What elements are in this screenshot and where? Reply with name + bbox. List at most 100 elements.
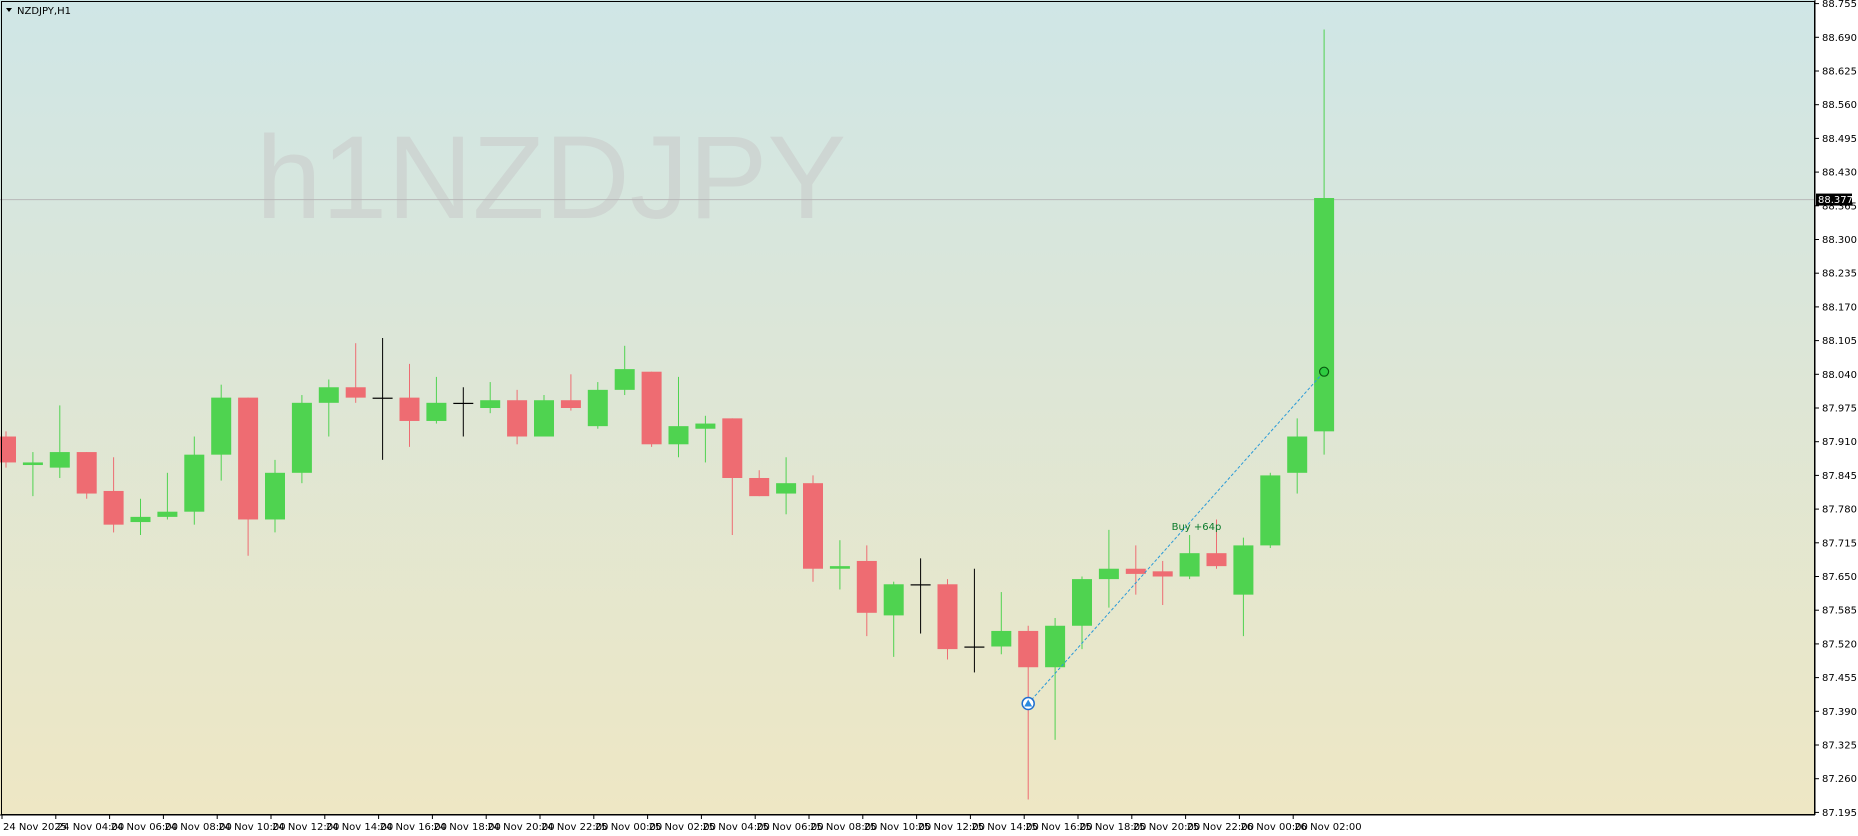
candle-body <box>803 483 823 569</box>
current-price-badge <box>1816 193 1852 206</box>
candle-body <box>856 560 877 613</box>
candle <box>722 418 743 536</box>
candle <box>372 338 393 460</box>
candle <box>587 382 608 429</box>
candle <box>991 592 1012 655</box>
candle <box>1287 418 1308 494</box>
candle <box>641 371 662 447</box>
price-tick-label: 88.690 <box>1822 33 1857 44</box>
candle-body <box>964 646 985 648</box>
candle <box>211 384 232 481</box>
candle-body <box>1098 568 1119 580</box>
candle-body <box>560 400 581 408</box>
candle <box>76 452 97 499</box>
price-tick-label: 88.300 <box>1822 235 1857 246</box>
candle <box>0 431 16 468</box>
candle-body <box>49 452 70 468</box>
candle <box>883 581 904 657</box>
price-tick-label: 87.845 <box>1822 471 1857 482</box>
candle-body <box>587 389 608 427</box>
candle-body <box>641 371 662 445</box>
candle-body <box>22 462 43 466</box>
candle <box>453 387 474 437</box>
chart-title-label: NZDJPY,H1 <box>17 6 71 17</box>
price-tick-label: 87.325 <box>1822 741 1857 752</box>
candle-body <box>453 402 474 405</box>
candle-body <box>291 402 312 473</box>
price-tick-label: 87.910 <box>1822 437 1857 448</box>
candle-body <box>991 630 1012 647</box>
candle-body <box>829 566 850 569</box>
candle <box>1206 519 1227 569</box>
price-tick-label: 87.260 <box>1822 774 1857 785</box>
price-tick-label: 88.755 <box>1822 0 1857 10</box>
candle <box>318 379 339 437</box>
candle-body <box>507 400 528 437</box>
trade-signal: Buy +64p <box>1021 366 1330 711</box>
candle-body <box>1233 545 1254 595</box>
candle <box>265 459 285 533</box>
candle-body <box>614 369 635 390</box>
candle-body <box>534 400 554 437</box>
candle <box>345 343 366 403</box>
candle <box>534 395 554 437</box>
exit-marker-icon <box>1318 366 1330 377</box>
buy-arrow-glyph <box>1024 699 1033 707</box>
price-tick-label: 87.650 <box>1822 572 1857 583</box>
candle-body <box>238 397 259 520</box>
candle-body <box>1260 475 1281 546</box>
candle-body <box>1206 553 1227 567</box>
signal-label: Buy +64p <box>1172 522 1222 533</box>
time-tick-label: 24 Nov 20:00 <box>487 822 554 833</box>
time-tick-label: 25 Nov 10:00 <box>864 822 931 833</box>
time-tick-label: 25 Nov 04:00 <box>702 822 769 833</box>
candle-body <box>749 477 770 497</box>
time-tick-label: 24 Nov 10:00 <box>218 822 285 833</box>
candle <box>1260 472 1281 548</box>
candle <box>291 395 312 484</box>
price-tick-label: 87.195 <box>1822 808 1857 819</box>
time-tick-label: 24 Nov 04:00 <box>57 822 124 833</box>
candle <box>103 457 124 533</box>
candle <box>910 558 931 634</box>
candle <box>238 397 259 556</box>
candle-body <box>211 397 232 455</box>
candle-body <box>695 423 716 429</box>
candle <box>1125 545 1146 595</box>
candle-body <box>1179 553 1200 577</box>
time-tick-label: 24 Nov 18:00 <box>433 822 500 833</box>
candle-body <box>668 426 689 445</box>
time-tick-label: 25 Nov 16:00 <box>1025 822 1092 833</box>
price-tick-label: 88.495 <box>1822 134 1857 145</box>
candle-body <box>157 511 178 517</box>
candle-body <box>1018 630 1039 668</box>
candle <box>749 470 770 497</box>
candle-body <box>399 397 420 421</box>
dropdown-triangle-icon[interactable] <box>6 8 12 12</box>
price-tick-label: 87.520 <box>1822 639 1857 650</box>
candle <box>1233 537 1254 637</box>
candle <box>157 472 178 520</box>
current-price-label: 88.377 <box>1818 195 1853 206</box>
candle-body <box>372 397 393 399</box>
candle-body <box>130 516 151 523</box>
candle <box>668 376 689 458</box>
candle-body <box>1072 579 1092 626</box>
candle-body <box>480 400 501 408</box>
candle <box>480 382 501 414</box>
candle-body <box>103 490 124 525</box>
time-tick-label: 24 Nov 12:00 <box>272 822 339 833</box>
time-tick-label: 26 Nov 02:00 <box>1294 822 1361 833</box>
price-tick-label: 88.625 <box>1822 66 1857 77</box>
time-tick-label: 24 Nov 14:00 <box>326 822 393 833</box>
chart-title[interactable]: NZDJPY,H1 <box>6 6 71 17</box>
candle <box>1018 625 1039 800</box>
candle-body <box>1152 571 1173 577</box>
candle-body <box>345 387 366 398</box>
time-tick-label: 25 Nov 08:00 <box>810 822 877 833</box>
time-tick-label: 25 Nov 06:00 <box>756 822 823 833</box>
price-tick-label: 87.780 <box>1822 505 1857 516</box>
candle-body <box>318 387 339 403</box>
